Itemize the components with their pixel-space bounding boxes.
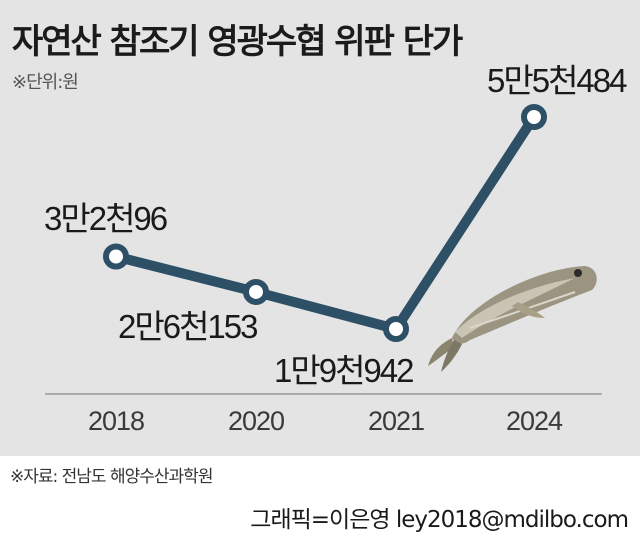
x-tick-2020: 2020 bbox=[228, 406, 284, 436]
data-label-2024: 5만5천484 bbox=[487, 62, 627, 99]
x-axis: 2018 2020 2021 2024 bbox=[88, 406, 564, 436]
unit-note: ※단위:원 bbox=[12, 72, 79, 93]
data-point-2024 bbox=[521, 104, 547, 130]
data-point-2020 bbox=[243, 278, 269, 305]
data-label-2020: 2만6천153 bbox=[118, 308, 257, 345]
x-tick-2024: 2024 bbox=[506, 406, 563, 436]
data-label-2018: 3만2천96 bbox=[44, 200, 167, 237]
x-tick-2021: 2021 bbox=[368, 406, 424, 436]
x-tick-2018: 2018 bbox=[88, 406, 144, 436]
chart-title: 자연산 참조기 영광수협 위판 단가 bbox=[12, 22, 463, 62]
chart-panel: 자연산 참조기 영광수협 위판 단가 ※단위:원 bbox=[0, 0, 640, 456]
graphic-credit: 그래픽=이은영 ley2018@mdilbo.com bbox=[250, 507, 629, 533]
plot-area: 3만2천96 2만6천153 1만9천942 5만5천484 bbox=[44, 62, 629, 389]
data-point-2021 bbox=[383, 316, 409, 342]
dried-fish-icon bbox=[428, 266, 597, 372]
source-note: ※자료: 전남도 해양수산과학원 bbox=[10, 467, 213, 487]
data-label-2021: 1만9천942 bbox=[274, 352, 413, 389]
line-chart: 2018 2020 2021 2024 3만2천96 2만6천153 1만9천942 5만5… bbox=[44, 62, 629, 436]
data-point-2018 bbox=[103, 243, 129, 270]
series-line bbox=[111, 112, 539, 334]
